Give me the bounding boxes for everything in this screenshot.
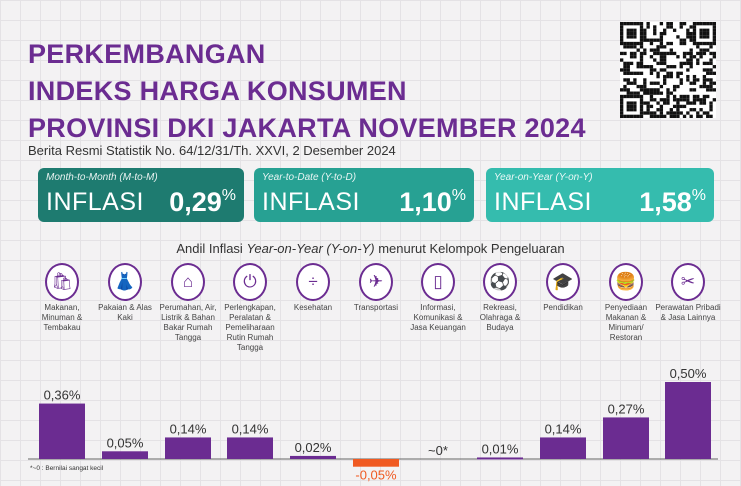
category-item: 🛍 Makanan, Minuman & Tembakau bbox=[29, 263, 95, 333]
dress-icon: 👗 bbox=[108, 263, 142, 301]
footnote: *~0 : Bernilai sangat kecil bbox=[30, 465, 104, 472]
category-item: ÷ Kesehatan bbox=[280, 263, 346, 313]
burger-drink-icon: 🍔 bbox=[609, 263, 643, 301]
bar-value-label: 0,36% bbox=[44, 388, 81, 403]
bar bbox=[540, 437, 586, 459]
house-icon: ⌂ bbox=[171, 263, 205, 301]
card-period: Month-to-Month (M-to-M) bbox=[46, 172, 158, 183]
title-line: PERKEMBANGAN bbox=[28, 39, 266, 69]
category-label: Pakaian & Alas Kaki bbox=[98, 303, 152, 322]
category-label: Pendidikan bbox=[543, 303, 583, 312]
bar bbox=[353, 459, 399, 467]
bar-value-label: 0,14% bbox=[232, 421, 269, 436]
subtitle: Berita Resmi Statistik No. 64/12/31/Th. … bbox=[28, 143, 396, 158]
scissors-comb-icon: ✂ bbox=[671, 263, 705, 301]
bar bbox=[290, 455, 336, 459]
section-heading: Andil Inflasi Year-on-Year (Y-on-Y) menu… bbox=[176, 241, 565, 256]
bar-value-label: -0,05% bbox=[355, 468, 397, 483]
plug-icon: ⏻ bbox=[233, 263, 267, 301]
category-label: Kesehatan bbox=[293, 303, 333, 312]
card-period: Year-to-Date (Y-to-D) bbox=[262, 172, 357, 183]
card-kind: INFLASI bbox=[46, 188, 144, 216]
category-label: Perlengkapan, Peralatan & Pemeliharaan R… bbox=[224, 303, 276, 352]
bar bbox=[39, 403, 85, 459]
category-label: Perumahan, Air, Listrik & Bahan Bakar Ru… bbox=[159, 303, 217, 342]
title-line: PROVINSI DKI JAKARTA NOVEMBER 2024 bbox=[28, 113, 586, 143]
category-label: Informasi, Komunikasi & Jasa Keuangan bbox=[410, 303, 466, 332]
category-item: ✈ Transportasi bbox=[343, 263, 409, 313]
card-value: 0,29% bbox=[169, 187, 236, 217]
category-item: ⚽ Rekreasi, Olahraga & Budaya bbox=[467, 263, 533, 333]
category-label: Makanan, Minuman & Tembakau bbox=[41, 303, 83, 332]
page-title: PERKEMBANGAN INDEKS HARGA KONSUMEN PROVI… bbox=[28, 36, 586, 147]
inflation-card: Year-on-Year (Y-on-Y) INFLASI 1,58% bbox=[486, 168, 714, 222]
inflation-card: Year-to-Date (Y-to-D) INFLASI 1,10% bbox=[254, 168, 474, 222]
category-item: 🍔 Penyediaan Makanan & Minuman/ Restoran bbox=[593, 263, 659, 343]
bar-value-label: ~0* bbox=[428, 443, 448, 458]
category-item: 👗 Pakaian & Alas Kaki bbox=[92, 263, 158, 323]
bar-value-label: 0,14% bbox=[545, 421, 582, 436]
airplane-icon: ✈ bbox=[359, 263, 393, 301]
football-icon: ⚽ bbox=[483, 263, 517, 301]
card-value: 1,58% bbox=[639, 187, 706, 217]
bar bbox=[665, 382, 711, 459]
qr-code bbox=[620, 22, 716, 118]
category-label: Rekreasi, Olahraga & Budaya bbox=[479, 303, 521, 332]
bar-value-label: 0,05% bbox=[107, 435, 144, 450]
bar bbox=[227, 437, 273, 459]
bar-value-label: 0,50% bbox=[670, 366, 707, 381]
card-kind: INFLASI bbox=[494, 188, 592, 216]
category-item: ⌂ Perumahan, Air, Listrik & Bahan Bakar R… bbox=[155, 263, 221, 343]
contribution-bar-chart: 0,36% 0,05% 0,14% 0,14% 0,02% -0,05% ~0* 0,01% 0… bbox=[28, 366, 718, 483]
category-item: ⏻ Perlengkapan, Peralatan & Pemeliharaan … bbox=[217, 263, 283, 353]
bar bbox=[477, 457, 523, 460]
bar-value-label: 0,14% bbox=[170, 421, 207, 436]
category-item: 🎓 Pendidikan bbox=[530, 263, 596, 313]
bar-value-label: 0,01% bbox=[482, 441, 519, 456]
category-label: Perawatan Pribadi & Jasa Lainnya bbox=[655, 303, 721, 322]
card-value: 1,10% bbox=[399, 187, 466, 217]
category-label: Transportasi bbox=[353, 303, 399, 312]
bar bbox=[102, 451, 148, 459]
card-period: Year-on-Year (Y-on-Y) bbox=[494, 172, 593, 183]
phone-icon: ▯ bbox=[421, 263, 455, 301]
graduation-cap-icon: 🎓 bbox=[546, 263, 580, 301]
category-label: Penyediaan Makanan & Minuman/ Restoran bbox=[604, 303, 648, 342]
category-item: ✂ Perawatan Pribadi & Jasa Lainnya bbox=[655, 263, 721, 323]
bar bbox=[165, 437, 211, 459]
title-line: INDEKS HARGA KONSUMEN bbox=[28, 76, 407, 106]
shopping-bag-icon: 🛍 bbox=[45, 263, 79, 301]
card-kind: INFLASI bbox=[262, 188, 360, 216]
category-item: ▯ Informasi, Komunikasi & Jasa Keuangan bbox=[405, 263, 471, 333]
bar-value-label: 0,02% bbox=[295, 440, 332, 455]
bar-value-label: 0,27% bbox=[608, 401, 645, 416]
bar bbox=[603, 417, 649, 459]
medicine-icon: ÷ bbox=[296, 263, 330, 301]
inflation-card: Month-to-Month (M-to-M) INFLASI 0,29% bbox=[38, 168, 244, 222]
